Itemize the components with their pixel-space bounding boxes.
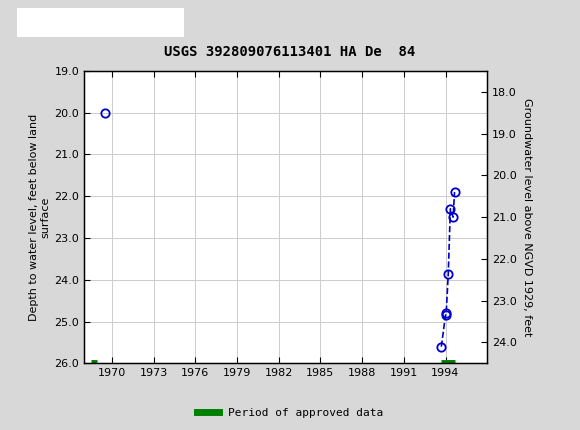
Legend: Period of approved data: Period of approved data: [193, 403, 387, 422]
Text: ≡USGS: ≡USGS: [17, 14, 72, 31]
Y-axis label: Groundwater level above NGVD 1929, feet: Groundwater level above NGVD 1929, feet: [523, 98, 532, 336]
Bar: [17, 8, 184, 37]
Text: USGS 392809076113401 HA De  84: USGS 392809076113401 HA De 84: [164, 45, 416, 59]
Y-axis label: Depth to water level, feet below land
surface: Depth to water level, feet below land su…: [28, 114, 50, 321]
